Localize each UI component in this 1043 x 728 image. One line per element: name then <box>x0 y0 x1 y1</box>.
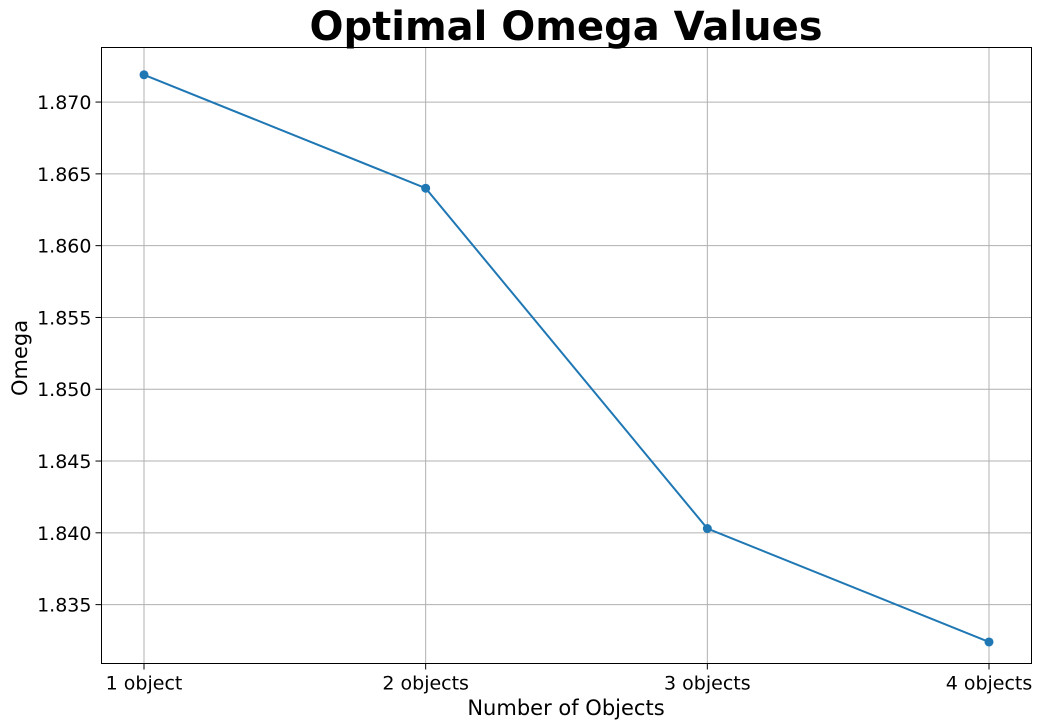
x-tick-label: 2 objects <box>382 673 469 695</box>
y-tick-label: 1.845 <box>37 451 91 473</box>
y-tick-label: 1.835 <box>37 595 91 617</box>
series-line <box>143 73 990 643</box>
x-tick-label: 3 objects <box>664 673 751 695</box>
y-tick-label: 1.860 <box>37 236 91 258</box>
y-axis-label: Omega <box>8 320 32 396</box>
y-tick-label: 1.850 <box>37 379 91 401</box>
y-tick-label: 1.865 <box>37 164 91 186</box>
data-point <box>984 637 994 647</box>
data-point <box>421 183 431 193</box>
x-axis: 1 object 2 objects 3 objects 4 objects <box>106 663 1033 695</box>
x-axis-label: Number of Objects <box>467 696 664 720</box>
y-tick-label: 1.870 <box>37 92 91 114</box>
x-tick-label: 4 objects <box>946 673 1033 695</box>
chart-title: Optimal Omega Values <box>309 4 822 50</box>
plot-frame <box>101 47 1032 664</box>
series-group <box>139 70 994 647</box>
x-tick-label: 1 object <box>106 673 183 695</box>
grid <box>101 47 1032 664</box>
data-point <box>139 70 149 80</box>
y-tick-label: 1.840 <box>37 523 91 545</box>
data-point <box>702 524 712 534</box>
y-tick-label: 1.855 <box>37 307 91 329</box>
y-axis: 1.835 1.840 1.845 1.850 1.855 1.860 1.865 1.870 <box>37 92 102 617</box>
